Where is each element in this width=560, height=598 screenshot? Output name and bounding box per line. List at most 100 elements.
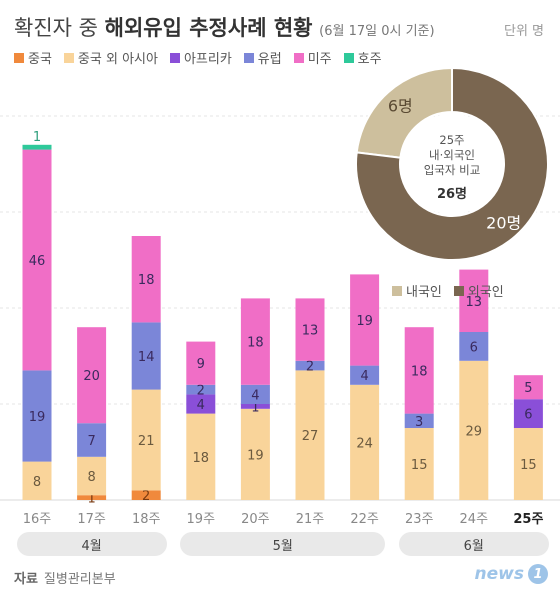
bar-segment-europe (240, 384, 270, 404)
data-label: 18 (193, 451, 210, 466)
brand-name: news (474, 564, 524, 584)
data-label: 6 (470, 340, 478, 355)
donut-slice-label: 6명 (388, 97, 413, 116)
bar-segment-asia (131, 389, 161, 491)
bar-segment-europe (77, 423, 107, 457)
x-tick-label: 23주 (405, 512, 434, 527)
bar-segment-europe (295, 360, 325, 371)
data-label: 4 (197, 398, 205, 413)
title-main: 해외유입 추정사례 현황 (104, 16, 313, 40)
brand-logo: news 1 (475, 564, 548, 584)
source-label: 자료 (14, 572, 38, 587)
bar-segment-americas (22, 149, 52, 371)
data-label: 13 (466, 295, 483, 310)
data-label: 9 (197, 357, 205, 372)
legend-item-oceania: 호주 (343, 48, 382, 67)
donut-center-text: 25주 (439, 133, 464, 147)
bar-segment-asia (295, 370, 325, 500)
bar-segment-europe (404, 413, 434, 428)
bar-segment-americas (350, 274, 380, 366)
legend-swatch (14, 52, 24, 63)
legend-item-africa: 아프리카 (169, 48, 232, 67)
bar-segment-asia (77, 456, 107, 496)
legend-label: 내국인 (406, 285, 442, 300)
series-legend: 중국 중국 외 아시아 아프리카 유럽 미주 호주 (14, 48, 382, 67)
x-tick-label: 17주 (77, 512, 106, 527)
bar-segment-africa (240, 404, 270, 409)
donut-center-total: 26명 (437, 186, 467, 202)
bar-segment-europe (459, 332, 489, 361)
legend-label: 유럽 (257, 52, 282, 67)
bar-segment-americas (459, 269, 489, 332)
bar-segment-europe (186, 384, 216, 395)
legend-label: 중국 (28, 52, 52, 67)
data-label: 18 (411, 364, 428, 379)
data-label: 27 (302, 429, 319, 444)
data-label: 6 (524, 408, 532, 423)
bar-segment-oceania (22, 144, 52, 150)
title-prefix: 확진자 중 (14, 16, 105, 40)
donut-legend-item-domestic: 내국인 (392, 281, 442, 300)
bar-segment-americas (295, 298, 325, 361)
x-tick-label: 20주 (241, 512, 270, 527)
bar-segment-africa (513, 399, 543, 428)
bar-segment-china (131, 490, 161, 500)
bar-segment-europe (131, 322, 161, 390)
data-label: 5 (524, 381, 532, 396)
data-label: 8 (33, 475, 41, 490)
data-label: 14 (138, 350, 155, 365)
data-label: 8 (87, 470, 95, 485)
data-label: 2 (197, 384, 205, 399)
donut-center-text: 내·외국인 (429, 148, 475, 162)
legend-item-americas: 미주 (293, 48, 332, 67)
bar-segment-asia (350, 384, 380, 500)
data-label: 18 (247, 336, 264, 351)
legend-item-europe: 유럽 (243, 48, 282, 67)
donut-slice-foreign (355, 66, 549, 261)
bar-segment-asia (513, 428, 543, 500)
data-label: 2 (306, 360, 314, 375)
legend-swatch (392, 285, 402, 296)
x-tick-label: 21주 (296, 512, 325, 527)
donut-legend: 내국인 외국인 (392, 281, 504, 300)
data-label: 15 (520, 458, 537, 473)
bar-segment-europe (350, 365, 380, 385)
legend-label: 중국 외 아시아 (77, 52, 158, 67)
legend-swatch (343, 52, 354, 63)
bar-segment-africa (186, 394, 216, 414)
source-note: 자료 질병관리본부 (14, 568, 116, 587)
data-label: 7 (87, 434, 95, 449)
bar-segment-asia (459, 360, 489, 500)
bar-segment-china (77, 495, 107, 500)
donut-slice-domestic (355, 66, 453, 159)
brand-badge: 1 (528, 564, 548, 584)
data-label: 4 (251, 388, 259, 403)
month-pill: 6월 (398, 532, 549, 556)
legend-label: 아프리카 (183, 52, 232, 67)
bar-segment-americas (240, 298, 270, 385)
legend-item-asia: 중국 외 아시아 (63, 48, 158, 67)
data-label: 19 (247, 448, 264, 463)
x-tick-label: 24주 (460, 512, 489, 527)
legend-label: 외국인 (467, 285, 504, 300)
data-label: 46 (29, 254, 46, 269)
legend-label: 호주 (357, 52, 382, 67)
x-tick-label: 16주 (23, 512, 52, 527)
donut-legend-item-foreign: 외국인 (453, 281, 504, 300)
donut-center-text: 입국자 비교 (424, 163, 481, 177)
legend-swatch (243, 52, 254, 63)
bar-segment-americas (186, 341, 216, 385)
unit-label: 단위 명 (503, 24, 544, 39)
legend-swatch (63, 52, 74, 63)
donut-hole (402, 114, 502, 214)
x-tick-label: 25주 (513, 512, 543, 527)
bar-segment-asia (186, 413, 216, 500)
legend-label: 미주 (307, 52, 332, 67)
bar-segment-americas (131, 236, 161, 323)
legend-swatch (169, 52, 180, 63)
x-tick-label: 18주 (132, 512, 161, 527)
source-text: 질병관리본부 (43, 572, 116, 587)
bar-segment-americas (513, 375, 543, 400)
data-label: 20 (83, 369, 100, 384)
